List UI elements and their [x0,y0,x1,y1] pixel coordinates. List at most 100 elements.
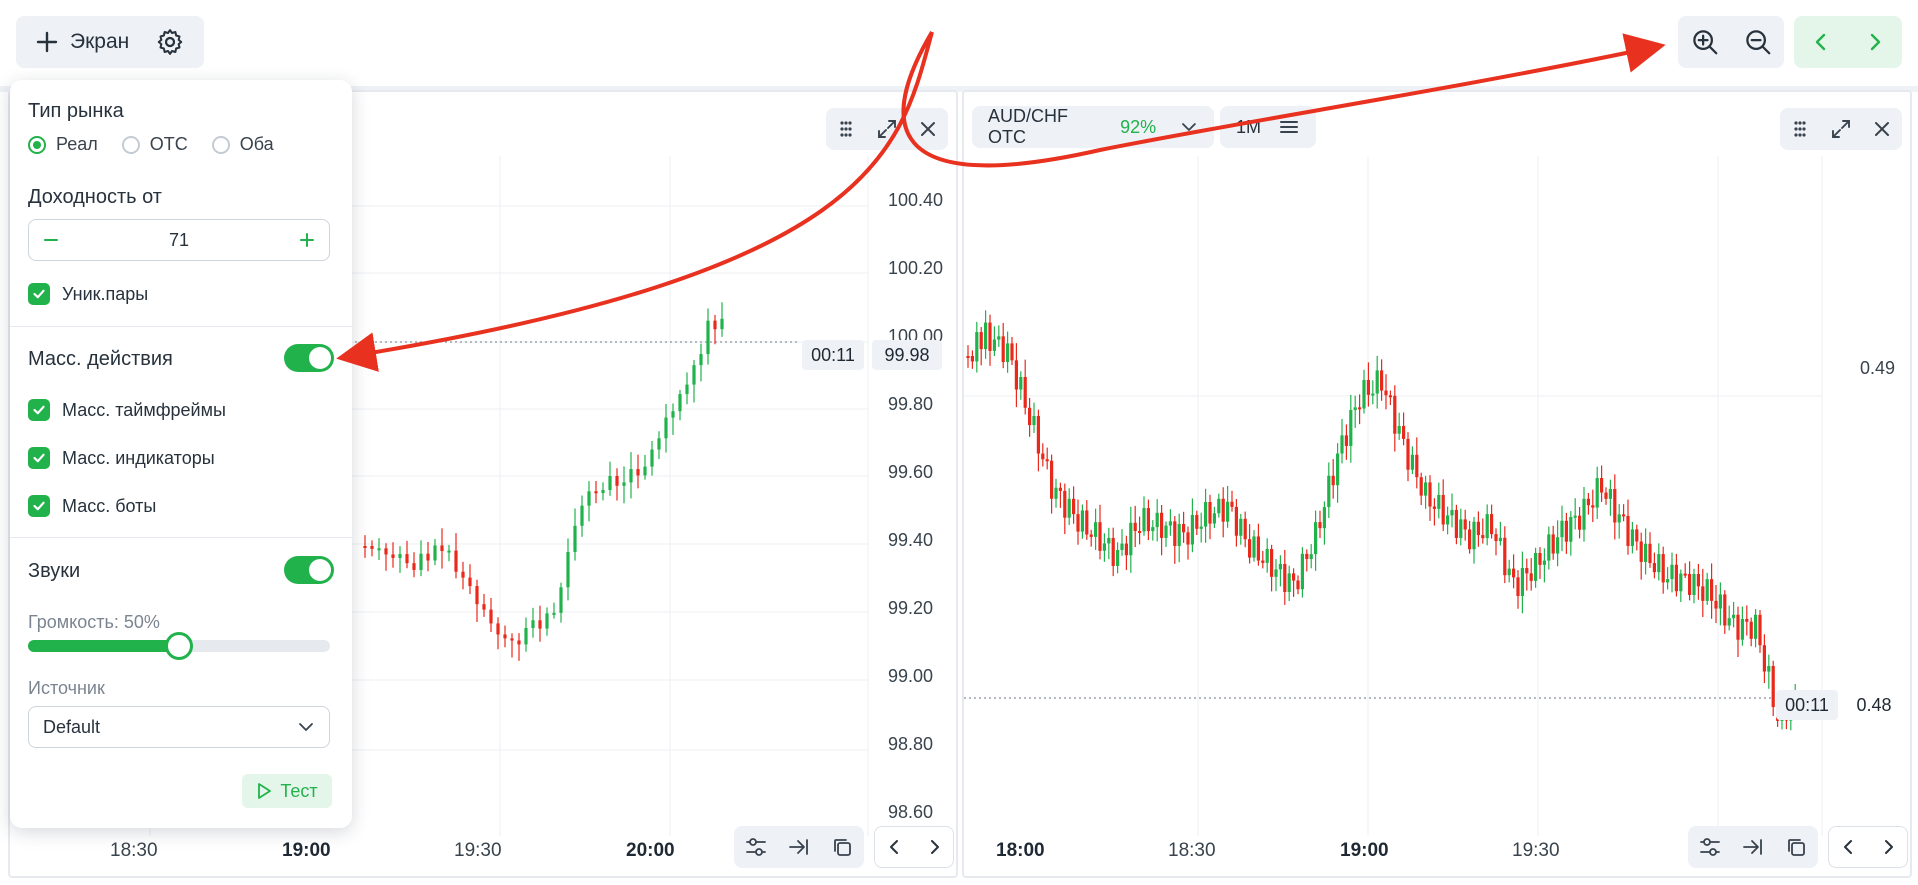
copy-icon[interactable] [1785,836,1807,858]
volume-slider-knob[interactable] [165,632,193,660]
candle-body [1195,514,1199,529]
candle-body [1749,621,1753,639]
time-tick: 19:30 [1512,840,1560,861]
candle-body [1529,573,1533,581]
zoom-out-icon[interactable] [1743,27,1773,57]
right-current-price-text: 0.48 [1856,694,1892,715]
chevron-right-icon[interactable] [925,838,943,856]
drag-handle-icon[interactable] [837,120,855,138]
chevron-right-icon[interactable] [1863,30,1887,54]
candle-body [629,469,633,483]
candle-body [1534,552,1538,581]
asset-selector[interactable]: AUD/CHF OTC 92% [972,106,1214,148]
mass-actions-toggle[interactable] [284,344,334,372]
indicators-icon[interactable] [745,836,767,858]
unique-pairs-row[interactable]: Уник.пары [28,283,148,305]
source-select[interactable]: Default [28,706,330,748]
candle-body [1437,494,1441,509]
right-chart-tools [1688,826,1818,868]
candle-body [1124,543,1128,556]
candle-body [1120,543,1124,551]
minus-icon[interactable] [43,232,59,248]
candle-body [1446,515,1450,525]
candle-body [685,384,689,395]
mass-timeframes-checkbox[interactable] [28,399,50,421]
sounds-toggle[interactable] [284,556,334,584]
price-tick: 98.60 [888,802,934,822]
copy-icon[interactable] [831,836,853,858]
candle-body [1463,519,1467,530]
radio-otc[interactable] [121,135,140,154]
chevron-down-icon [299,723,313,731]
candle-body [1111,537,1115,566]
candle-body [1375,370,1379,394]
scroll-to-end-icon[interactable] [1742,836,1764,858]
mass-bots-checkbox[interactable] [28,495,50,517]
price-tick: 100.40 [888,190,944,210]
candle-body [1045,459,1049,462]
candle-body [1296,580,1300,590]
chevron-right-icon[interactable] [1879,838,1897,856]
radio-real-label: Реал [56,134,98,154]
candle-body [1485,514,1489,539]
test-sound-button[interactable]: Тест [242,774,332,808]
mass-indicators-row[interactable]: Масс. индикаторы [28,447,215,469]
yield-title: Доходность от [28,186,162,208]
scroll-to-end-icon[interactable] [788,836,810,858]
candle-body [1155,512,1159,528]
candle-body [1512,568,1516,578]
zoom-in-icon[interactable] [1690,27,1720,57]
indicators-icon[interactable] [1699,836,1721,858]
screen-button[interactable]: Экран [16,16,204,68]
candle-body [1182,524,1186,533]
left-chart-tools [734,826,864,868]
plus-icon[interactable] [299,232,315,248]
candle-body [377,548,381,551]
candle-body [1388,395,1392,398]
right-price-chart[interactable] [964,156,1910,876]
radio-real[interactable] [28,135,46,154]
test-sound-label: Тест [280,780,318,801]
unique-pairs-checkbox[interactable] [28,283,50,305]
candle-body [1226,501,1230,522]
candle-body [1102,543,1106,551]
candle-body [1683,573,1687,576]
close-icon[interactable] [1873,120,1891,138]
chevron-left-icon[interactable] [1840,838,1858,856]
gear-icon[interactable] [155,27,185,57]
candle-body [1727,618,1731,626]
candle-body [1019,376,1023,390]
candle-body [447,550,451,553]
candle-body [538,620,542,629]
mass-indicators-checkbox[interactable] [28,447,50,469]
timeframe-selector[interactable]: 1M [1220,106,1316,148]
candle-body [1300,553,1304,590]
candle-body [1657,554,1661,573]
candle-body [1133,522,1137,532]
mass-timeframes-row[interactable]: Масс. таймфреймы [28,399,226,421]
radio-both[interactable] [211,135,230,154]
chevron-left-icon[interactable] [886,838,904,856]
candle-body [1384,390,1388,396]
expand-icon[interactable] [1830,118,1852,140]
candle-body [517,640,521,645]
candle-body [1080,510,1084,532]
candle-body [1278,563,1282,570]
candle-body [1604,492,1608,499]
mass-bots-row[interactable]: Масс. боты [28,495,156,517]
candle-body [1560,520,1564,538]
drag-handle-icon[interactable] [1791,120,1809,138]
radio-otc-label: OTC [149,134,188,154]
candle-body [615,476,619,486]
candle-body [1481,535,1485,539]
candle-body [475,586,479,605]
candle-body [1771,666,1775,708]
volume-slider-fill [28,640,179,652]
candle-body [1234,506,1238,536]
candle-body [370,546,374,549]
chevron-left-icon[interactable] [1809,30,1833,54]
candle-body [1036,416,1040,454]
yield-stepper[interactable]: 71 [28,219,330,261]
candle-body [1410,454,1414,470]
candle-body [587,491,591,506]
